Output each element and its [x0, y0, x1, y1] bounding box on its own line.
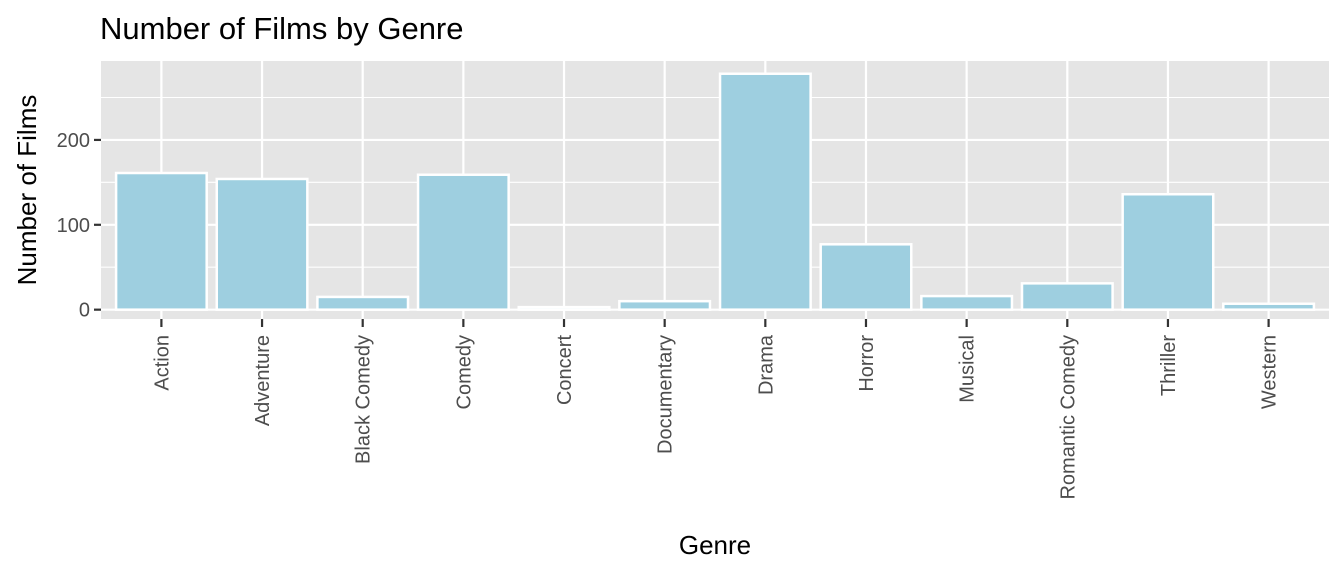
- y-tick-label: 0: [79, 300, 90, 322]
- x-tick-label: Horror: [856, 335, 878, 392]
- bar-comedy: [416, 173, 510, 311]
- bar-horror: [819, 243, 913, 311]
- x-tick-label: Comedy: [453, 335, 475, 409]
- bars: [114, 72, 1316, 311]
- x-tick-label: Western: [1259, 335, 1281, 409]
- bar-concert: [517, 305, 611, 311]
- bar-action: [114, 171, 208, 311]
- x-axis-label: Genre: [679, 530, 751, 560]
- bar-black-comedy: [316, 295, 410, 311]
- y-tick-label: 100: [57, 215, 90, 237]
- x-axis: Action Adventure Black Comedy Comedy Concert…: [151, 319, 1281, 500]
- y-axis: 0 100 200: [57, 130, 101, 322]
- x-tick-label: Documentary: [655, 335, 677, 454]
- x-tick-label: Action: [151, 335, 173, 391]
- x-tick-label: Black Comedy: [353, 335, 375, 464]
- bar-documentary: [618, 299, 712, 311]
- y-axis-label: Number of Films: [12, 95, 42, 286]
- bar-drama: [718, 72, 812, 311]
- x-tick-label: Adventure: [252, 335, 274, 426]
- chart-title: Number of Films by Genre: [100, 11, 464, 46]
- bar-adventure: [215, 177, 309, 311]
- x-tick-label: Drama: [755, 334, 777, 395]
- bar-musical: [920, 294, 1014, 311]
- bar-western: [1222, 302, 1316, 311]
- x-tick-label: Concert: [554, 335, 576, 405]
- x-tick-label: Thriller: [1158, 335, 1180, 396]
- bar-thriller: [1121, 192, 1215, 311]
- bar-romantic-comedy: [1020, 282, 1114, 311]
- x-tick-label: Musical: [957, 335, 979, 403]
- x-tick-label: Romantic Comedy: [1057, 335, 1079, 500]
- y-tick-label: 200: [57, 130, 90, 152]
